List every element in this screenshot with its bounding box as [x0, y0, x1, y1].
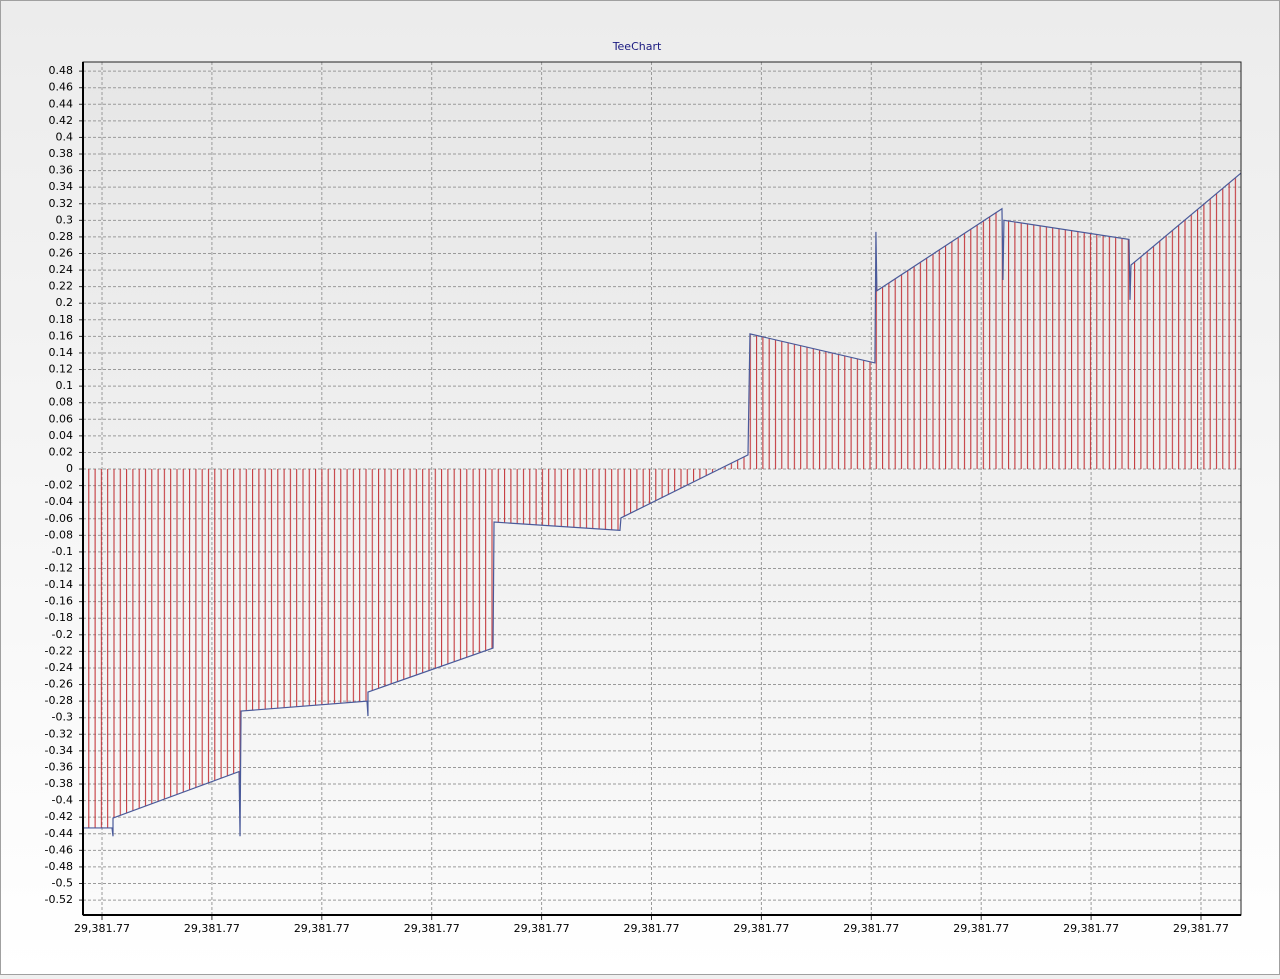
y-tick-label: 0.46 — [49, 81, 74, 94]
y-tick-label: 0.02 — [49, 445, 74, 458]
x-tick-label: 29,381.77 — [184, 922, 240, 935]
y-tick-label: -0.36 — [45, 760, 73, 773]
area-fill — [83, 173, 1241, 837]
y-tick-label: -0.34 — [45, 744, 73, 757]
y-tick-label: 0.36 — [49, 164, 74, 177]
y-tick-label: 0.34 — [49, 180, 74, 193]
y-tick-label: -0.3 — [52, 711, 73, 724]
y-tick-label: 0.48 — [49, 64, 74, 77]
y-tick-label: -0.06 — [45, 512, 73, 525]
y-tick-label: -0.2 — [52, 628, 73, 641]
y-tick-label: -0.28 — [45, 694, 73, 707]
y-tick-label: 0.1 — [56, 379, 74, 392]
y-tick-label: -0.1 — [52, 545, 73, 558]
chart-title: TeeChart — [612, 40, 662, 53]
y-tick-label: -0.42 — [45, 810, 73, 823]
y-tick-label: -0.38 — [45, 777, 73, 790]
line — [83, 172, 1242, 837]
y-tick-label: 0.24 — [49, 263, 74, 276]
y-tick-label: 0.38 — [49, 147, 74, 160]
y-tick-label: -0.04 — [45, 495, 73, 508]
y-tick-label: -0.08 — [45, 528, 73, 541]
y-tick-label: 0.14 — [49, 346, 74, 359]
x-tick-label: 29,381.77 — [624, 922, 680, 935]
x-tick-label: 29,381.77 — [294, 922, 350, 935]
y-tick-label: -0.18 — [45, 611, 73, 624]
y-tick-label: -0.48 — [45, 860, 73, 873]
y-tick-label: 0.3 — [56, 213, 74, 226]
y-tick-label: -0.16 — [45, 595, 73, 608]
y-tick-label: 0.28 — [49, 230, 74, 243]
x-tick-label: 29,381.77 — [1063, 922, 1119, 935]
y-tick-label: -0.44 — [45, 827, 73, 840]
y-tick-label: -0.22 — [45, 644, 73, 657]
y-tick-label: 0.42 — [49, 114, 74, 127]
y-tick-label: -0.24 — [45, 661, 73, 674]
y-tick-label: -0.14 — [45, 578, 73, 591]
y-tick-label: 0.44 — [49, 97, 74, 110]
y-tick-label: -0.46 — [45, 843, 73, 856]
x-tick-label: 29,381.77 — [953, 922, 1009, 935]
y-tick-label: 0.06 — [49, 412, 74, 425]
y-tick-label: 0.2 — [56, 296, 74, 309]
y-tick-label: -0.4 — [52, 794, 73, 807]
y-tick-label: 0.18 — [49, 313, 74, 326]
y-tick-label: 0.16 — [49, 329, 74, 342]
y-tick-label: 0.08 — [49, 396, 74, 409]
y-tick-label: 0.32 — [49, 197, 74, 210]
y-tick-label: 0.04 — [49, 429, 74, 442]
y-tick-label: -0.5 — [52, 876, 73, 889]
x-tick-label: 29,381.77 — [843, 922, 899, 935]
y-tick-label: -0.12 — [45, 561, 73, 574]
x-tick-label: 29,381.77 — [1173, 922, 1229, 935]
y-tick-label: 0.22 — [49, 280, 74, 293]
y-tick-label: -0.02 — [45, 479, 73, 492]
y-tick-label: -0.26 — [45, 678, 73, 691]
y-tick-label: 0.4 — [56, 130, 74, 143]
y-tick-label: 0.26 — [49, 246, 74, 259]
y-tick-label: 0.12 — [49, 363, 74, 376]
y-tick-label: -0.52 — [45, 893, 73, 906]
x-tick-label: 29,381.77 — [404, 922, 460, 935]
x-tick-label: 29,381.77 — [733, 922, 789, 935]
x-tick-label: 29,381.77 — [514, 922, 570, 935]
y-tick-label: -0.32 — [45, 727, 73, 740]
x-tick-label: 29,381.77 — [74, 922, 130, 935]
y-tick-label: 0 — [66, 462, 73, 475]
